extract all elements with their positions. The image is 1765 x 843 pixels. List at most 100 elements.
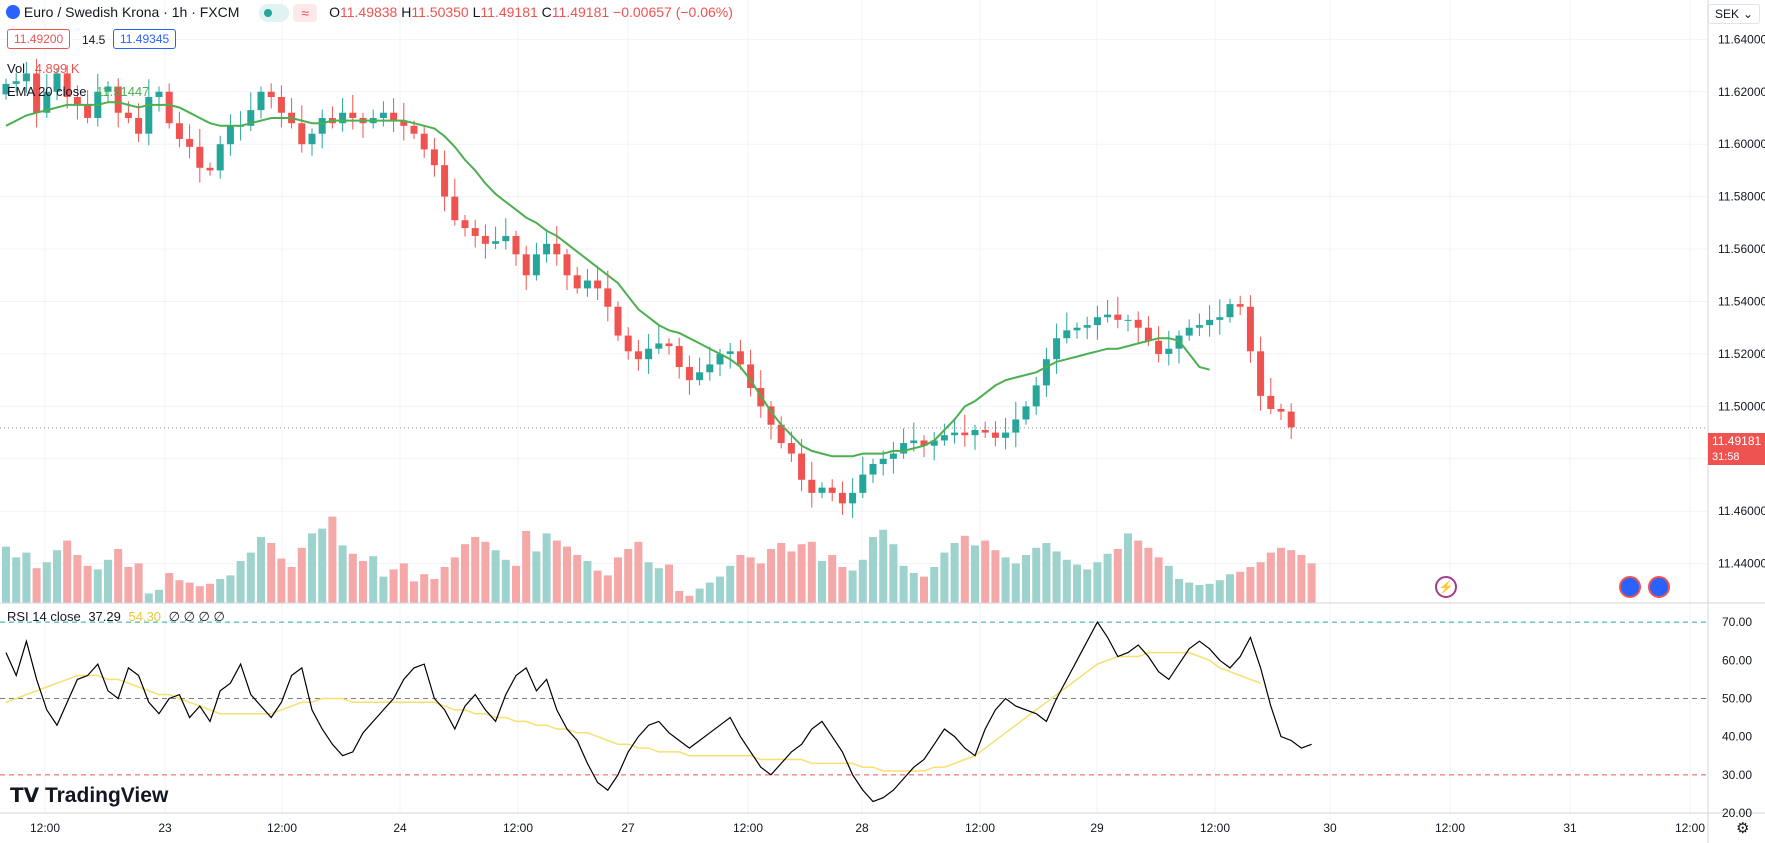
volume-bar	[644, 562, 653, 603]
candle-body	[33, 73, 41, 113]
volume-bar	[2, 546, 10, 603]
candle-body	[277, 97, 285, 113]
volume-bar	[104, 559, 112, 603]
bid-price-box[interactable]: 11.49200	[7, 29, 71, 49]
volume-bar	[736, 555, 745, 603]
volume-bar	[1215, 580, 1224, 603]
tradingview-logo[interactable]: 𝗧𝗩 TradingView	[10, 783, 168, 808]
volume-bar	[1205, 583, 1214, 603]
volume-bar	[1032, 547, 1041, 603]
candle-body	[155, 91, 163, 98]
volume-bar	[869, 537, 877, 603]
volume-value: 4.899 K	[34, 61, 80, 76]
candle-body	[1185, 327, 1193, 336]
volume-bar	[338, 545, 347, 603]
last-price-label: 11.49181	[1708, 433, 1765, 450]
delay-badge[interactable]: ≈	[293, 4, 318, 23]
price-axis-tick: 11.56000	[1718, 242, 1765, 256]
volume-bar	[828, 555, 837, 603]
candle-body	[1032, 385, 1040, 407]
ask-price-box[interactable]: 11.49345	[113, 29, 177, 49]
candle-body	[114, 86, 122, 113]
candle-body	[532, 254, 540, 276]
volume-bar	[175, 580, 184, 603]
candle-body	[981, 429, 989, 433]
candle-body	[573, 275, 581, 289]
volume-bar	[705, 582, 714, 603]
settings-gear-icon[interactable]: ⚙	[1736, 820, 1750, 837]
time-axis-tick: 24	[393, 821, 407, 835]
rsi-legend[interactable]: RSI 14 close 37.29 54.30 ∅ ∅ ∅ ∅	[7, 609, 225, 625]
volume-bar	[818, 561, 826, 603]
candle-body	[798, 453, 806, 480]
price-axis-tick: 11.46000	[1718, 504, 1765, 518]
volume-bar	[756, 563, 765, 603]
candle-body	[930, 440, 938, 446]
time-axis-tick: 31	[1563, 821, 1577, 835]
candle-body	[318, 117, 326, 134]
volume-bar	[1256, 562, 1265, 603]
volume-bar	[522, 531, 531, 603]
candle-body	[828, 487, 836, 493]
candle-body	[675, 346, 683, 368]
currency-selector[interactable]: SEK ⌄	[1708, 4, 1760, 24]
candle-body	[849, 492, 857, 504]
time-axis-tick: 12:00	[733, 821, 763, 835]
volume-bar	[1052, 551, 1061, 603]
candle-body	[481, 235, 489, 244]
time-axis-tick: 12:00	[1200, 821, 1230, 835]
volume-bar	[1175, 579, 1183, 603]
event-icon[interactable]	[1619, 576, 1641, 598]
candle-body	[808, 479, 816, 493]
candle-body	[165, 91, 173, 124]
volume-bar	[216, 579, 225, 603]
candle-body	[339, 112, 347, 124]
volume-bar	[308, 533, 316, 603]
time-axis-tick: 12:00	[267, 821, 297, 835]
candle-body	[1165, 348, 1173, 354]
candle-body	[951, 432, 959, 436]
price-axis-tick: 11.54000	[1718, 295, 1765, 309]
volume-bar	[512, 565, 520, 603]
lightning-icon[interactable]: ⚡	[1435, 576, 1457, 598]
volume-bar	[257, 537, 265, 603]
volume-bar	[603, 575, 612, 603]
candle-body	[634, 351, 642, 360]
currency-label: SEK	[1715, 7, 1740, 21]
volume-bar	[420, 574, 429, 603]
candle-body	[390, 112, 398, 121]
candle-body	[522, 254, 530, 276]
ohlc-low-label: L	[472, 4, 481, 20]
candle-body	[135, 117, 143, 134]
event-icon-2[interactable]	[1648, 576, 1670, 598]
candle-body	[12, 81, 20, 84]
candle-body	[838, 492, 846, 504]
chevron-down-icon: ⌄	[1742, 7, 1753, 21]
candle-body	[1226, 304, 1234, 318]
volume-bar	[73, 555, 82, 603]
volume-bar	[1001, 557, 1010, 603]
volume-bar	[318, 528, 327, 603]
volume-bar	[1022, 555, 1030, 603]
candle-body	[420, 133, 428, 150]
symbol-title[interactable]: Euro / Swedish Krona · 1h · FXCM	[23, 4, 240, 20]
ema-legend[interactable]: EMA 20 close 11.51447	[7, 84, 149, 99]
candle-body	[1216, 317, 1224, 320]
tv-logo-icon: 𝗧𝗩	[10, 785, 40, 807]
candle-body	[298, 123, 306, 145]
volume-legend[interactable]: Vol 4.899 K	[7, 61, 80, 76]
volume-bar	[777, 543, 786, 603]
volume-bar	[83, 565, 92, 603]
candle-body	[614, 306, 622, 336]
candle-body	[196, 146, 204, 168]
candle-body	[226, 125, 234, 145]
candle-body	[655, 343, 663, 349]
volume-bar	[42, 562, 51, 603]
volume-bar	[155, 589, 163, 603]
candle-body	[1257, 351, 1265, 396]
volume-bar	[716, 576, 724, 603]
candle-body	[971, 429, 979, 436]
price-axis-tick: 11.60000	[1718, 137, 1765, 151]
candle-body	[186, 138, 194, 147]
